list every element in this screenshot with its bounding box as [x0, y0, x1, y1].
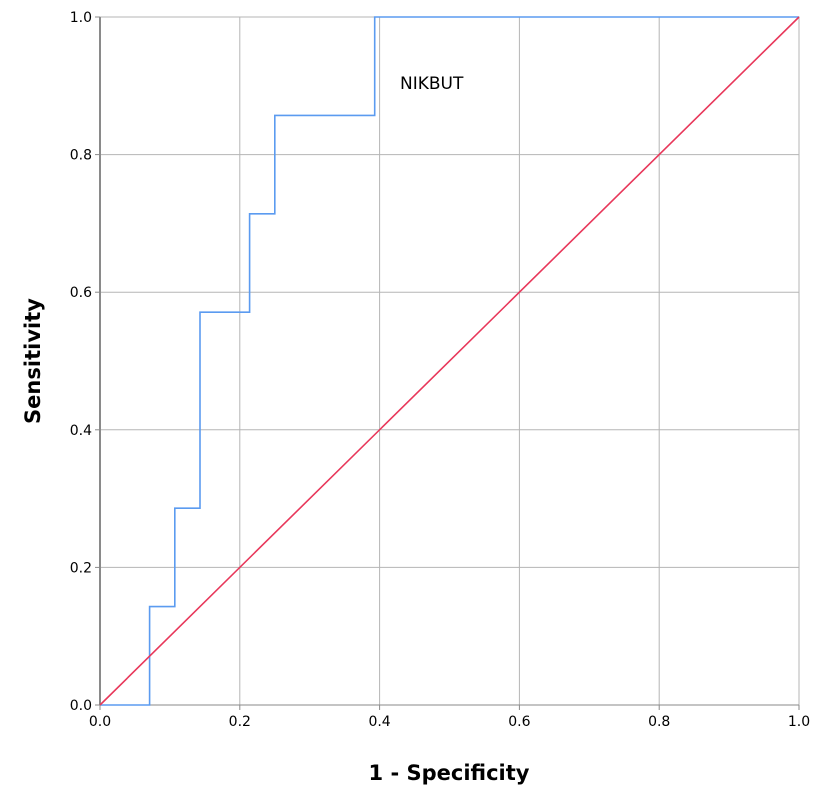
roc-curve-line — [100, 16, 799, 706]
grid-lines — [100, 17, 799, 705]
x-tick-label: 1.0 — [788, 714, 810, 730]
x-tick-label: 0.8 — [648, 714, 670, 730]
y-tick-label: 0.0 — [70, 698, 92, 714]
x-tick-label: 0.0 — [89, 714, 111, 730]
x-tick-label: 0.4 — [368, 714, 390, 730]
x-axis-title: 1 - Specificity — [369, 761, 530, 785]
y-axis-title: Sensitivity — [21, 298, 45, 424]
y-tick-label: 1.0 — [70, 10, 92, 26]
x-tick-label: 0.6 — [508, 714, 530, 730]
series-group — [99, 16, 800, 706]
y-tick-label: 0.8 — [70, 148, 92, 164]
chart-annotation: NIKBUT — [400, 74, 464, 94]
x-tick-label: 0.2 — [229, 714, 251, 730]
y-tick-label: 0.6 — [70, 285, 92, 301]
y-tick-labels: 0.0 0.2 0.4 0.6 0.8 1.0 — [70, 10, 100, 714]
x-tick-labels: 0.0 0.2 0.4 0.6 0.8 1.0 — [89, 705, 810, 730]
y-tick-label: 0.4 — [70, 423, 92, 439]
reference-diagonal-line — [99, 16, 800, 706]
y-tick-label: 0.2 — [70, 560, 92, 576]
